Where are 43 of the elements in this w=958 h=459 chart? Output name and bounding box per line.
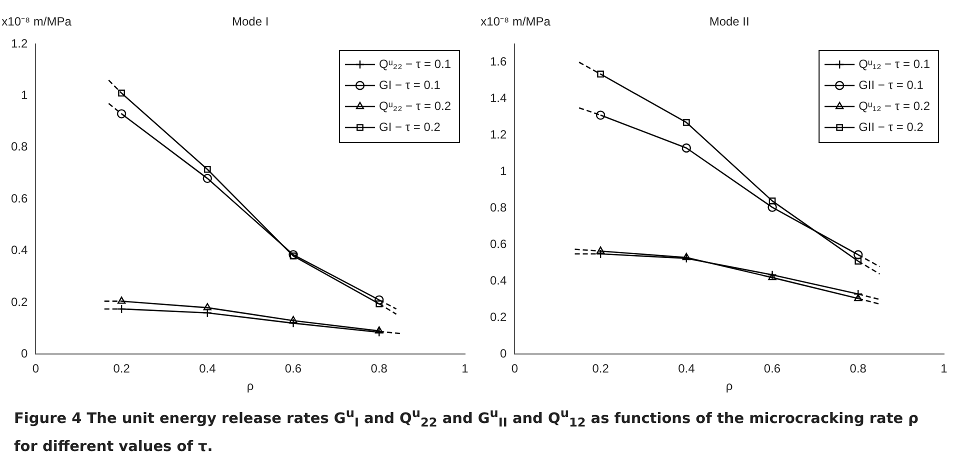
y-tick-label: 1.2 bbox=[490, 128, 507, 142]
x-tick-label: 0 bbox=[511, 362, 518, 376]
x-tick-label: 0.6 bbox=[284, 362, 302, 376]
y-tick-label: 0.2 bbox=[490, 310, 507, 324]
y-axis-title: x10⁻⁸ m/MPa bbox=[480, 14, 551, 28]
y-tick-label: 0.6 bbox=[10, 191, 28, 206]
chart-title: Mode II bbox=[709, 14, 750, 28]
y-tick-label: 0.4 bbox=[490, 274, 507, 288]
legend-label: Qᵘ₂₂ − τ = 0.2 bbox=[378, 98, 452, 113]
x-tick-label: 0.8 bbox=[370, 362, 388, 376]
y-tick-label: 1 bbox=[20, 88, 28, 102]
x-tick-label: 0.8 bbox=[850, 362, 867, 376]
x-axis-title: ρ bbox=[246, 379, 254, 394]
y-tick-label: 1 bbox=[500, 164, 507, 178]
legend-label: Qᵘ₁₂ − τ = 0.2 bbox=[858, 98, 930, 113]
chart-title: Mode I bbox=[232, 14, 269, 28]
y-tick-label: 0.8 bbox=[10, 140, 28, 154]
y-tick-label: 1.2 bbox=[10, 36, 28, 50]
x-tick-label: 0.4 bbox=[678, 362, 696, 376]
x-tick-label: 1 bbox=[940, 362, 948, 376]
y-tick-label: 0.2 bbox=[10, 294, 28, 309]
y-tick-label: 0.4 bbox=[10, 243, 28, 258]
text: Figure 4 The unit energy release rates G$^{u}$$_{I}$ and Q$^{u}$$_{22}$ and G$^{u}$$_{II}$ and Q$^{u}$$_{12}$ as functions of the microcracking rate ρ for different values of τ. bbox=[14, 406, 919, 455]
x-axis-title: ρ bbox=[726, 379, 733, 394]
x-tick-label: 1 bbox=[462, 362, 469, 376]
y-tick-label: 0.8 bbox=[490, 200, 507, 215]
y-tick-label: 0 bbox=[20, 346, 28, 361]
y-tick-label: 1.4 bbox=[490, 91, 507, 106]
y-axis-title: x10⁻⁸ m/MPa bbox=[2, 14, 72, 28]
y-tick-label: 0.6 bbox=[490, 237, 507, 252]
y-tick-label: 1.6 bbox=[490, 54, 507, 69]
x-tick-label: 0.6 bbox=[764, 362, 781, 376]
legend-label: GI − τ = 0.2 bbox=[378, 120, 441, 134]
legend-label: GI − τ = 0.1 bbox=[378, 78, 441, 92]
x-tick-label: 0 bbox=[32, 362, 40, 376]
y-tick-label: 0 bbox=[500, 346, 507, 361]
legend-label: Qᵘ₁₂ − τ = 0.1 bbox=[858, 56, 930, 71]
x-tick-label: 0.4 bbox=[199, 362, 216, 376]
legend-label: GII − τ = 0.2 bbox=[858, 120, 924, 134]
legend-label: GII − τ = 0.1 bbox=[858, 78, 924, 92]
x-tick-label: 0.2 bbox=[592, 362, 610, 376]
x-tick-label: 0.2 bbox=[113, 362, 130, 376]
legend-label: Qᵘ₂₂ − τ = 0.1 bbox=[378, 56, 452, 71]
